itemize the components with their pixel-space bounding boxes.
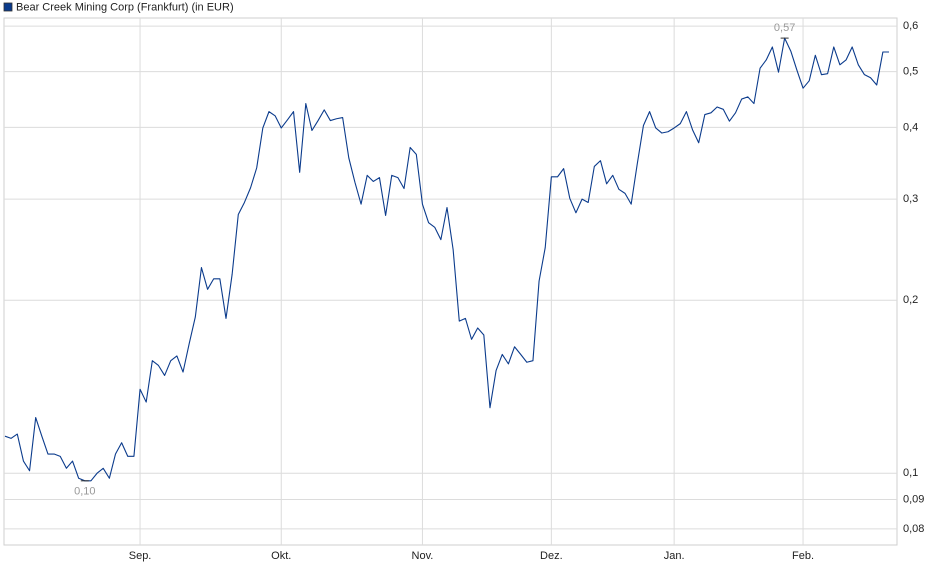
x-tick-label: Nov.	[412, 550, 434, 562]
extreme-label: 0,10	[74, 486, 95, 498]
y-tick-label: 0,09	[903, 493, 924, 505]
y-tick-label: 0,4	[903, 121, 918, 133]
price-line	[4, 37, 889, 482]
y-tick-label: 0,08	[903, 523, 924, 535]
y-tick-label: 0,2	[903, 294, 918, 306]
x-tick-label: Dez.	[540, 550, 563, 562]
legend-label: Bear Creek Mining Corp (Frankfurt) (in E…	[16, 1, 234, 13]
plot-frame	[3, 17, 898, 546]
x-tick-label: Okt.	[271, 550, 291, 562]
y-tick-label: 0,6	[903, 20, 918, 32]
x-tick-label: Jan.	[664, 550, 685, 562]
y-tick-label: 0,3	[903, 193, 918, 205]
legend-swatch	[3, 2, 13, 12]
y-tick-label: 0,1	[903, 467, 918, 479]
extreme-label: 0,57	[774, 22, 795, 34]
x-tick-label: Sep.	[129, 550, 152, 562]
x-tick-label: Feb.	[792, 550, 814, 562]
y-tick-label: 0,5	[903, 66, 918, 78]
